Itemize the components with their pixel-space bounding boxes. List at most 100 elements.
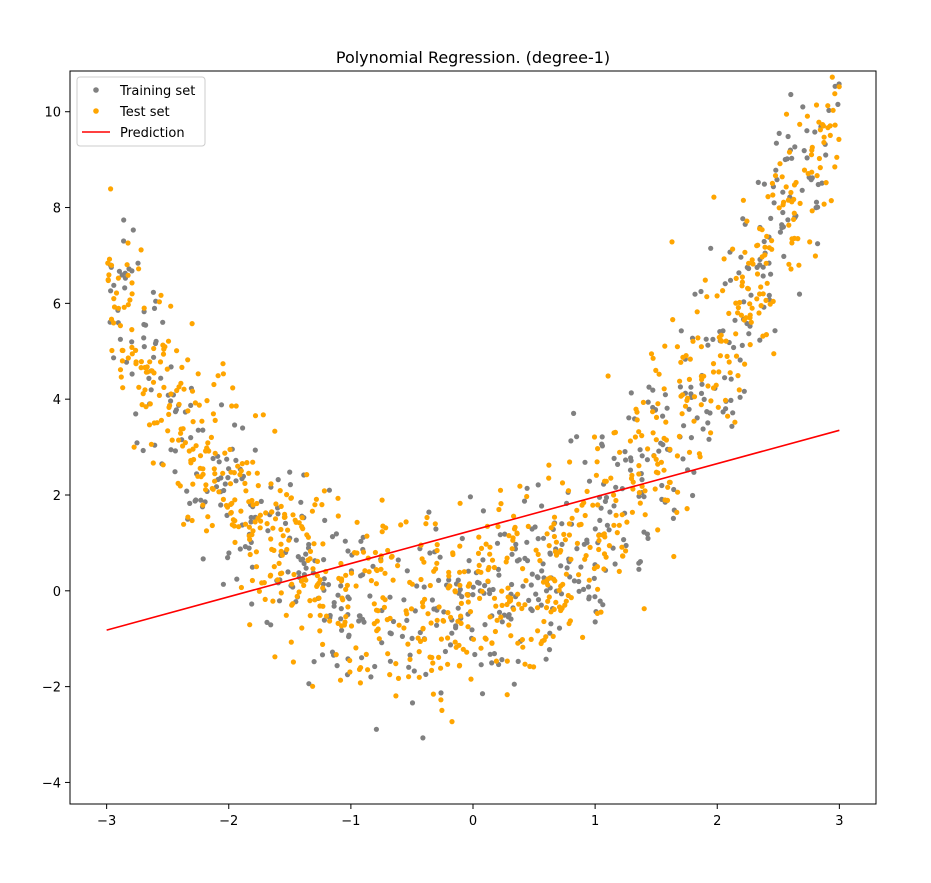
data-point	[656, 371, 662, 377]
data-point	[780, 209, 786, 216]
data-point	[475, 568, 481, 575]
data-point	[239, 476, 245, 482]
data-point	[275, 477, 281, 483]
data-point	[543, 605, 550, 611]
data-point	[559, 480, 566, 486]
data-point	[544, 531, 550, 537]
data-point	[347, 669, 353, 675]
data-point	[606, 527, 612, 533]
data-point	[115, 305, 122, 311]
data-point	[594, 459, 600, 465]
data-point	[346, 632, 352, 638]
data-point	[684, 397, 690, 403]
data-point	[661, 386, 667, 392]
data-point	[670, 515, 677, 522]
data-point	[535, 597, 542, 603]
data-point	[623, 548, 629, 554]
data-point	[586, 478, 593, 484]
data-point	[305, 534, 311, 540]
data-point	[645, 399, 651, 405]
data-point	[754, 243, 760, 249]
data-point	[283, 612, 289, 618]
legend-box	[76, 76, 206, 147]
data-point	[176, 401, 182, 407]
prediction-line	[106, 429, 840, 631]
data-point	[373, 567, 379, 573]
data-point	[722, 375, 728, 381]
data-point	[691, 394, 698, 400]
data-point	[250, 459, 256, 465]
data-point	[586, 594, 592, 600]
data-point	[446, 583, 452, 589]
data-point	[190, 419, 196, 425]
data-point	[445, 610, 451, 616]
data-point	[551, 521, 557, 527]
data-point	[466, 558, 472, 564]
data-point	[195, 371, 201, 377]
data-point	[702, 277, 708, 283]
data-point	[563, 598, 569, 604]
data-point	[834, 154, 840, 160]
data-point	[282, 520, 289, 527]
data-point	[238, 584, 244, 591]
data-point	[457, 569, 463, 575]
data-point	[553, 539, 560, 545]
data-point	[832, 164, 838, 170]
x-tick-label: −2	[219, 814, 238, 829]
data-point	[663, 419, 669, 425]
data-point	[741, 299, 747, 305]
data-point	[417, 629, 423, 636]
data-point	[205, 440, 211, 446]
data-point	[674, 509, 680, 515]
data-point	[617, 449, 623, 455]
data-point	[769, 180, 776, 186]
data-point	[253, 549, 259, 555]
data-point	[705, 342, 711, 348]
data-point	[243, 488, 249, 494]
data-point	[489, 660, 495, 666]
data-point	[150, 379, 157, 385]
data-point	[777, 229, 784, 235]
data-point	[835, 101, 841, 107]
data-point	[791, 210, 797, 216]
data-point	[345, 548, 351, 554]
data-point	[316, 595, 322, 601]
data-point	[698, 288, 704, 295]
data-point	[122, 285, 128, 291]
data-point	[535, 482, 541, 488]
data-point	[568, 595, 574, 601]
data-point	[510, 535, 516, 541]
data-point	[706, 436, 712, 442]
data-point	[148, 387, 154, 393]
data-point	[616, 568, 622, 575]
data-point	[307, 548, 314, 555]
data-point	[306, 681, 312, 687]
data-point	[563, 571, 570, 577]
data-point	[203, 528, 210, 534]
data-point	[701, 373, 707, 379]
data-point	[117, 323, 123, 329]
data-point	[354, 519, 360, 525]
data-point	[247, 622, 253, 628]
data-point	[425, 611, 431, 617]
data-point	[111, 304, 118, 310]
data-point	[321, 557, 327, 563]
data-point	[381, 604, 387, 611]
data-point	[120, 385, 126, 391]
x-tick-label: −1	[341, 814, 360, 829]
data-point	[150, 460, 156, 466]
data-point	[786, 149, 793, 155]
data-point	[187, 500, 193, 506]
data-point	[538, 640, 544, 647]
data-point	[602, 498, 609, 504]
data-point	[164, 366, 170, 372]
data-point	[247, 536, 253, 543]
data-point	[613, 512, 619, 518]
data-point	[804, 155, 810, 161]
data-point	[258, 518, 264, 524]
data-point	[521, 498, 528, 504]
data-point	[246, 470, 252, 476]
data-point	[356, 618, 362, 624]
data-point	[307, 556, 313, 562]
data-point	[134, 440, 140, 446]
